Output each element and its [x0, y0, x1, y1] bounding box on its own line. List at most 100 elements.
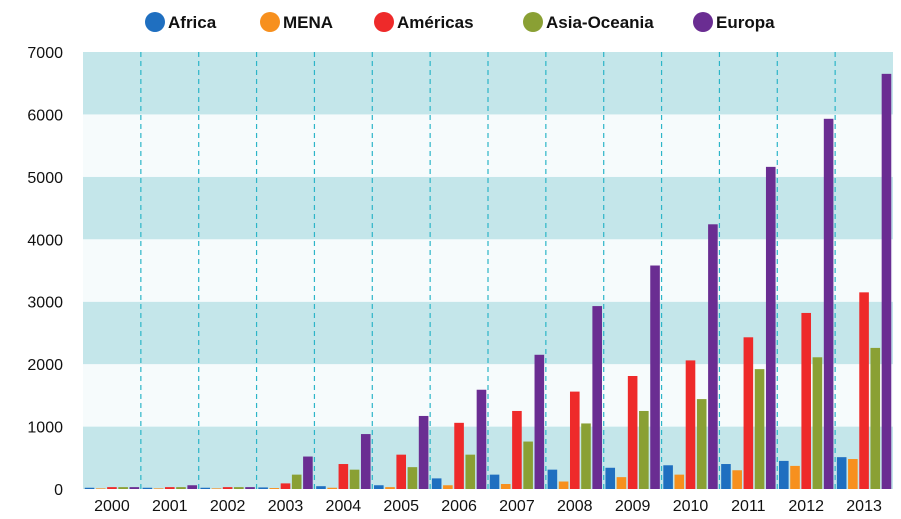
bar-am-ricas-2002 — [222, 487, 233, 489]
bar-europa-2006 — [476, 389, 487, 489]
bar-asia-oceania-2011 — [754, 369, 765, 489]
bar-mena-2013 — [848, 459, 858, 489]
bar-am-ricas-2010 — [685, 360, 696, 489]
bar-mena-2001 — [153, 488, 164, 489]
bar-asia-oceania-2006 — [465, 454, 476, 489]
y-tick-label: 3000 — [27, 295, 63, 312]
bar-africa-2009 — [605, 467, 616, 489]
bar-am-ricas-2001 — [164, 487, 175, 489]
bar-asia-oceania-2012 — [812, 357, 823, 489]
bar-asia-oceania-2007 — [523, 441, 533, 489]
bar-europa-2004 — [360, 434, 371, 489]
bar-mena-2012 — [790, 465, 800, 489]
bar-am-ricas-2008 — [569, 391, 580, 489]
bar-africa-2008 — [547, 469, 558, 489]
bar-asia-oceania-2010 — [696, 399, 707, 489]
bar-mena-2005 — [385, 487, 395, 489]
bar-europa-2003 — [303, 456, 313, 489]
x-tick-label: 2013 — [846, 498, 882, 515]
bar-africa-2010 — [663, 465, 673, 489]
x-tick-label: 2004 — [326, 498, 362, 515]
legend-item-am-ricas: Américas — [374, 12, 474, 32]
bar-europa-2001 — [187, 485, 197, 489]
bar-mena-2000 — [95, 488, 106, 489]
legend-swatch — [145, 12, 165, 32]
legend-item-asia-oceania: Asia-Oceania — [523, 12, 654, 32]
x-tick-label: 2002 — [210, 498, 246, 515]
legend-label: MENA — [283, 13, 333, 32]
y-tick-label: 6000 — [27, 107, 63, 124]
vertical-grid-lines — [140, 52, 836, 489]
legend-item-africa: Africa — [145, 12, 217, 32]
bar-mena-2007 — [500, 484, 511, 489]
bar-africa-2003 — [258, 487, 268, 489]
y-axis: 0 1000 2000 3000 4000 5000 6000 7000 — [27, 45, 63, 499]
bar-asia-oceania-2004 — [349, 469, 360, 489]
x-tick-label: 2011 — [731, 498, 766, 515]
bar-europa-2005 — [418, 415, 429, 489]
legend-label: Asia-Oceania — [546, 13, 654, 32]
bar-am-ricas-2009 — [627, 376, 638, 489]
y-tick-label: 2000 — [27, 357, 63, 374]
bar-mena-2002 — [211, 488, 222, 489]
bar-asia-oceania-2002 — [234, 487, 244, 489]
x-tick-label: 2000 — [94, 498, 130, 515]
bar-europa-2002 — [245, 487, 255, 489]
legend-item-europa: Europa — [693, 12, 775, 32]
bar-mena-2011 — [732, 470, 742, 489]
bar-am-ricas-2013 — [859, 292, 869, 489]
x-tick-label: 2006 — [441, 498, 477, 515]
bar-asia-oceania-2013 — [870, 347, 881, 489]
bar-am-ricas-2005 — [396, 454, 407, 489]
bar-asia-oceania-2008 — [581, 423, 591, 489]
legend-swatch — [374, 12, 394, 32]
bar-asia-oceania-2009 — [639, 410, 649, 489]
bar-europa-2012 — [823, 118, 834, 490]
bar-am-ricas-2011 — [743, 337, 754, 489]
y-tick-label: 5000 — [27, 170, 63, 187]
bar-africa-2012 — [779, 460, 789, 489]
bar-africa-2001 — [142, 487, 153, 489]
legend-swatch — [260, 12, 280, 32]
x-tick-label: 2008 — [557, 498, 593, 515]
legend-label: Africa — [168, 13, 217, 32]
legend-swatch — [693, 12, 713, 32]
bar-europa-2007 — [534, 354, 545, 489]
legend-label: Europa — [716, 13, 775, 32]
bar-mena-2009 — [616, 477, 627, 489]
bar-europa-2000 — [129, 487, 140, 489]
bar-africa-2013 — [836, 457, 847, 489]
bar-am-ricas-2000 — [107, 487, 117, 489]
bar-africa-2011 — [721, 464, 731, 489]
bar-mena-2006 — [443, 485, 453, 489]
bar-europa-2008 — [592, 306, 602, 489]
legend: Africa MENA Américas Asia-Oceania Europa — [145, 12, 775, 32]
bar-asia-oceania-2000 — [118, 487, 128, 489]
x-tick-label: 2005 — [383, 498, 419, 515]
bar-africa-2005 — [374, 485, 384, 489]
bar-africa-2002 — [200, 487, 211, 489]
y-tick-label: 1000 — [27, 420, 63, 437]
x-tick-label: 2001 — [152, 498, 188, 515]
bar-africa-2000 — [84, 487, 95, 489]
bar-africa-2004 — [316, 486, 326, 489]
bar-asia-oceania-2003 — [291, 474, 302, 489]
bar-europa-2013 — [881, 73, 892, 489]
bar-europa-2011 — [765, 166, 776, 489]
bar-asia-oceania-2005 — [407, 467, 418, 489]
y-tick-label: 7000 — [27, 45, 63, 62]
bar-africa-2006 — [431, 478, 442, 489]
legend-item-mena: MENA — [260, 12, 333, 32]
legend-swatch — [523, 12, 543, 32]
bars — [84, 73, 892, 490]
x-tick-label: 2003 — [268, 498, 304, 515]
x-tick-label: 2012 — [788, 498, 824, 515]
bar-europa-2009 — [650, 265, 660, 489]
bar-mena-2004 — [327, 487, 337, 489]
bar-am-ricas-2006 — [454, 422, 464, 489]
x-tick-label: 2010 — [673, 498, 709, 515]
bar-am-ricas-2004 — [338, 464, 349, 489]
bar-am-ricas-2007 — [512, 410, 522, 489]
y-tick-label: 0 — [54, 482, 63, 499]
